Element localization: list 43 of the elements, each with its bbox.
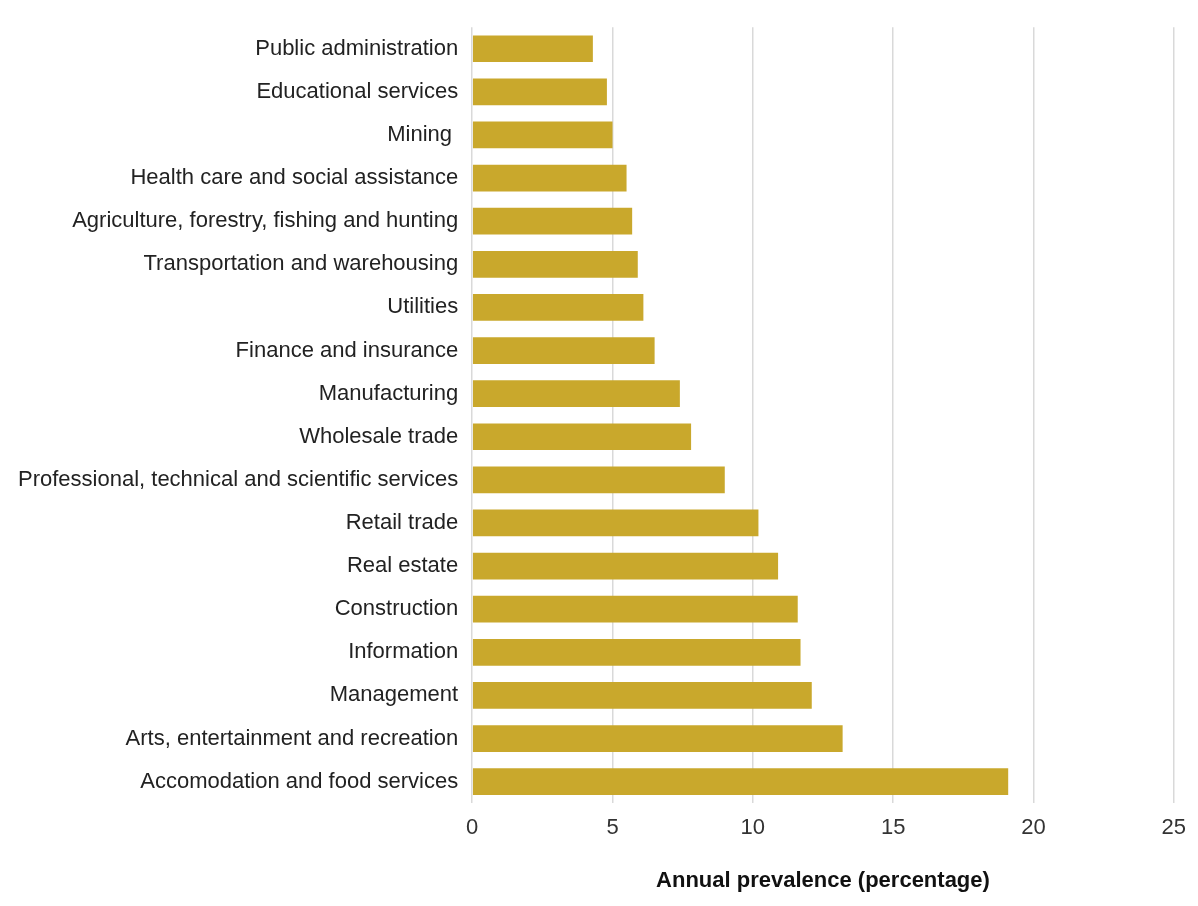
- x-tick-label: 20: [1021, 814, 1046, 840]
- bar: [472, 423, 692, 451]
- y-tick-label: Health care and social assistance: [130, 164, 459, 190]
- bar: [472, 250, 638, 278]
- y-tick-label: Management: [329, 681, 459, 707]
- y-tick-label: Utilities: [387, 293, 459, 319]
- bar: [472, 294, 644, 321]
- bar: [472, 509, 759, 537]
- y-tick-label: Wholesale trade: [299, 422, 459, 448]
- y-tick-label: Manufacturing: [318, 379, 459, 405]
- x-tick-label: 10: [740, 814, 766, 840]
- bar: [472, 595, 798, 623]
- y-tick-label: Real estate: [346, 552, 459, 578]
- x-tick-label: 5: [606, 814, 619, 840]
- bar: [472, 768, 1009, 796]
- bar: [472, 466, 725, 494]
- y-tick-label: Mining: [387, 121, 459, 147]
- bar: [472, 207, 633, 235]
- y-tick-label: Professional, technical and scientific services: [17, 465, 459, 491]
- bar: [472, 337, 655, 364]
- y-tick-label: Agriculture, forestry, fishing and hunting: [72, 207, 459, 233]
- bar: [472, 35, 593, 63]
- bar: [472, 638, 801, 666]
- y-tick-label: Accomodation and food services: [140, 767, 459, 793]
- x-tick-label: 15: [880, 814, 906, 840]
- bar: [472, 121, 613, 149]
- y-tick-label: Information: [348, 638, 459, 664]
- bar: [472, 78, 607, 106]
- y-tick-label: Construction: [334, 595, 459, 621]
- y-tick-label: Arts, entertainment and recreation: [125, 724, 459, 750]
- y-tick-label: Retail trade: [345, 509, 459, 535]
- y-tick-label: Finance and insurance: [235, 336, 459, 362]
- bar: [472, 164, 627, 192]
- x-tick-label: 0: [466, 814, 479, 840]
- y-tick-label: Transportation and warehousing: [143, 250, 459, 276]
- x-tick-label: 25: [1161, 814, 1187, 840]
- bar: [472, 380, 680, 408]
- y-tick-label: Public administration: [255, 34, 459, 60]
- bar: [472, 682, 812, 709]
- bar: [472, 552, 779, 580]
- x-axis-title: Annual prevalence (percentage): [656, 866, 990, 892]
- y-tick-label: Educational services: [256, 77, 459, 103]
- bar: [472, 725, 843, 752]
